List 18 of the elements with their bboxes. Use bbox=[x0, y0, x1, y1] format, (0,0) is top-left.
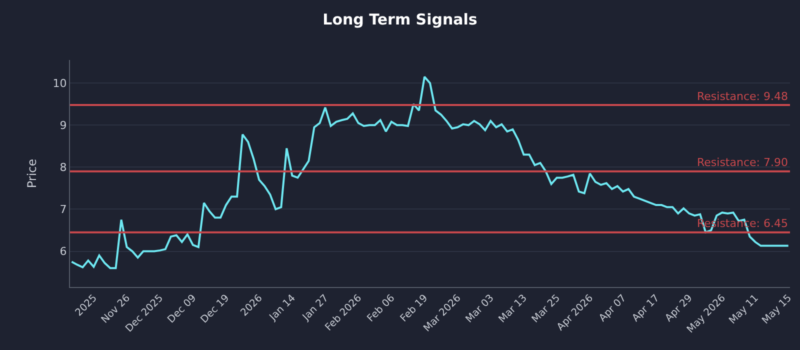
x-tick-label: Apr 17 bbox=[630, 292, 662, 324]
ref-line-label: Resistance: 7.90 bbox=[697, 156, 788, 169]
ref-line-label: Resistance: 9.48 bbox=[697, 90, 788, 103]
x-tick-label: Dec 09 bbox=[166, 292, 199, 326]
line-series bbox=[70, 76, 790, 270]
y-tick-label: 8 bbox=[60, 161, 67, 174]
chart-title: Long Term Signals bbox=[322, 10, 478, 28]
x-tick-label: Mar 03 bbox=[464, 292, 496, 326]
y-tick-label: 10 bbox=[52, 76, 67, 90]
x-tick-label: Dec 19 bbox=[198, 292, 232, 326]
x-tick-label: Apr 07 bbox=[597, 292, 629, 324]
y-tick-label: 9 bbox=[60, 119, 67, 132]
x-tick-label: Mar 13 bbox=[497, 292, 530, 326]
y-axis-title: Price bbox=[25, 158, 39, 188]
x-tick-label: Jan 14 bbox=[267, 292, 298, 324]
x-tick-label: Feb 06 bbox=[366, 292, 398, 324]
y-tick-label: 6 bbox=[60, 245, 67, 258]
y-tick-label: 7 bbox=[60, 203, 67, 216]
